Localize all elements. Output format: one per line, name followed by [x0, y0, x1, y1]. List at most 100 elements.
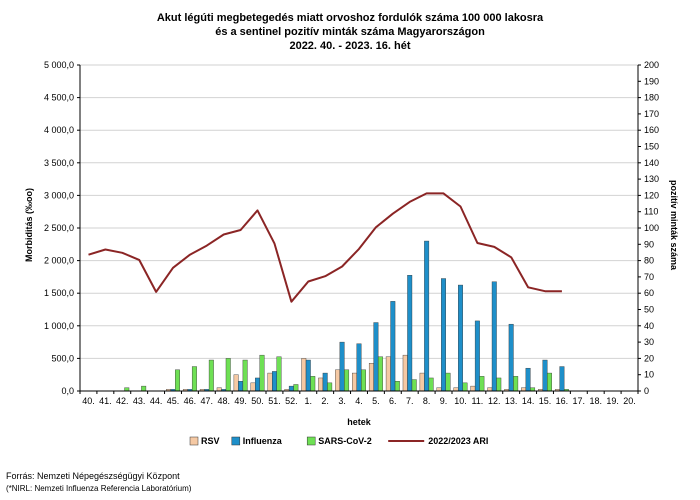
bar-influenza	[339, 341, 345, 392]
bar-influenza	[255, 377, 260, 392]
right-tick-label: 110	[644, 207, 658, 217]
right-tick-label: 160	[644, 125, 659, 135]
bar-sars-cov-2	[547, 372, 552, 392]
gridlines	[80, 64, 638, 359]
x-tick-label: 4.	[355, 396, 363, 406]
bar-sars-cov-2	[394, 381, 400, 392]
left-tick-label: 5 000,0	[44, 60, 74, 70]
bar-influenza	[305, 359, 311, 392]
right-tick-label: 30	[644, 337, 654, 347]
footnote-text: (*NIRL: Nemzeti Influenza Referencia Lab…	[6, 484, 192, 493]
bar-sars-cov-2	[259, 354, 265, 392]
bar-sars-cov-2	[361, 369, 366, 392]
legend-label-rsv: RSV	[201, 436, 220, 446]
left-tick-label: 0,0	[61, 386, 74, 396]
bar-influenza	[424, 240, 430, 392]
bar-sars-cov-2	[327, 382, 333, 392]
right-tick-label: 180	[644, 93, 659, 103]
left-axis-ticks: 0,0 500,0 1 000,0 1 500,0 2 000,0 2 500,0 3 00…	[44, 60, 80, 396]
title-line-1: Akut légúti megbetegedés miatt orvoshoz …	[157, 12, 544, 24]
ari-line	[88, 192, 562, 303]
legend-swatch-rsv	[189, 436, 199, 446]
bar-rsv	[402, 354, 408, 392]
y-axis-right-title: pozitív minták száma	[669, 180, 679, 271]
right-tick-label: 100	[644, 223, 659, 233]
x-tick-label: 50.	[251, 396, 264, 406]
bar-influenza	[441, 278, 446, 392]
bar-sars-cov-2	[411, 379, 417, 392]
bar-sars-cov-2	[377, 356, 383, 392]
x-tick-label: 13.	[505, 396, 518, 406]
bar-influenza	[272, 371, 277, 392]
left-tick-label: 3 000,0	[44, 190, 74, 200]
bar-influenza	[373, 322, 379, 392]
x-tick-label: 20.	[623, 396, 636, 406]
title-line-3: 2022. 40. - 2023. 16. hét	[289, 40, 410, 52]
x-tick-label: 41.	[99, 396, 112, 406]
bar-sars-cov-2	[175, 369, 180, 392]
x-tick-label: 40.	[82, 396, 95, 406]
legend: RSV Influenza SARS-CoV-2 2022/2023 ARI	[189, 436, 488, 446]
x-tick-label: 48.	[217, 396, 230, 406]
x-tick-label: 46.	[184, 396, 197, 406]
bar-rsv	[233, 374, 239, 392]
x-tick-label: 9.	[440, 396, 448, 406]
bar-sars-cov-2	[513, 376, 519, 392]
legend-label-sars-cov-2: SARS-CoV-2	[318, 436, 372, 446]
right-tick-label: 90	[644, 239, 654, 249]
left-tick-label: 4 500,0	[44, 93, 74, 103]
bar-influenza	[491, 281, 497, 392]
right-tick-label: 200	[644, 60, 659, 70]
x-tick-label: 15.	[539, 396, 552, 406]
x-tick-label: 11.	[471, 396, 483, 406]
x-tick-label: 8.	[423, 396, 431, 406]
bar-rsv	[385, 356, 391, 392]
x-tick-label: 1.	[305, 396, 313, 406]
x-tick-label: 17.	[573, 396, 586, 406]
left-tick-label: 1 000,0	[44, 321, 74, 331]
bar-sars-cov-2	[479, 376, 485, 392]
right-tick-label: 170	[644, 109, 659, 119]
right-axis-ticks: 0 10 20 30 40 50 60 70 80 90 100 110 120 130 140 150 160…	[638, 60, 659, 396]
right-tick-label: 50	[644, 305, 654, 315]
bar-sars-cov-2	[208, 359, 214, 392]
title-line-2: és a sentinel pozitív minták száma Magya…	[215, 26, 485, 38]
right-tick-label: 140	[644, 158, 659, 168]
bar-sars-cov-2	[462, 382, 468, 392]
right-tick-label: 150	[644, 142, 659, 152]
bar-influenza	[288, 385, 294, 392]
right-tick-label: 20	[644, 353, 654, 363]
bar-rsv	[318, 377, 324, 392]
x-tick-label: 47.	[201, 396, 214, 406]
bar-influenza	[356, 343, 362, 392]
bar-sars-cov-2	[276, 356, 282, 392]
bar-influenza	[508, 323, 514, 392]
x-tick-label: 19.	[606, 396, 619, 406]
right-tick-label: 190	[644, 76, 659, 86]
left-tick-label: 3 500,0	[44, 158, 74, 168]
bar-rsv	[250, 382, 256, 392]
x-tick-label: 10.	[454, 396, 467, 406]
bar-rsv	[470, 385, 476, 392]
right-tick-label: 130	[644, 174, 659, 184]
legend-swatch-sars-cov-2	[306, 436, 316, 446]
bar-sars-cov-2	[293, 384, 299, 392]
bar-sars-cov-2	[242, 359, 248, 392]
bar-influenza	[559, 366, 565, 392]
left-tick-label: 2 500,0	[44, 223, 74, 233]
bar-influenza	[525, 367, 531, 392]
left-tick-label: 1 500,0	[44, 288, 74, 298]
bar-sars-cov-2	[344, 369, 350, 392]
x-tick-label: 2.	[321, 396, 329, 406]
right-tick-label: 70	[644, 272, 654, 282]
x-tick-label: 52.	[285, 396, 298, 406]
bar-sars-cov-2	[225, 358, 231, 392]
legend-label-2022-2023-ari: 2022/2023 ARI	[428, 436, 488, 446]
bar-rsv	[352, 372, 357, 392]
x-tick-label: 51.	[268, 396, 281, 406]
x-axis-ticks: 40. 41. 42. 43. 44. 45. 46. 47. 48. 49. 50. 51. 52. 1…	[79, 391, 639, 406]
chart-title: Akut légúti megbetegedés miatt orvoshoz …	[157, 12, 544, 52]
x-tick-label: 16.	[556, 396, 569, 406]
x-tick-label: 44.	[150, 396, 163, 406]
